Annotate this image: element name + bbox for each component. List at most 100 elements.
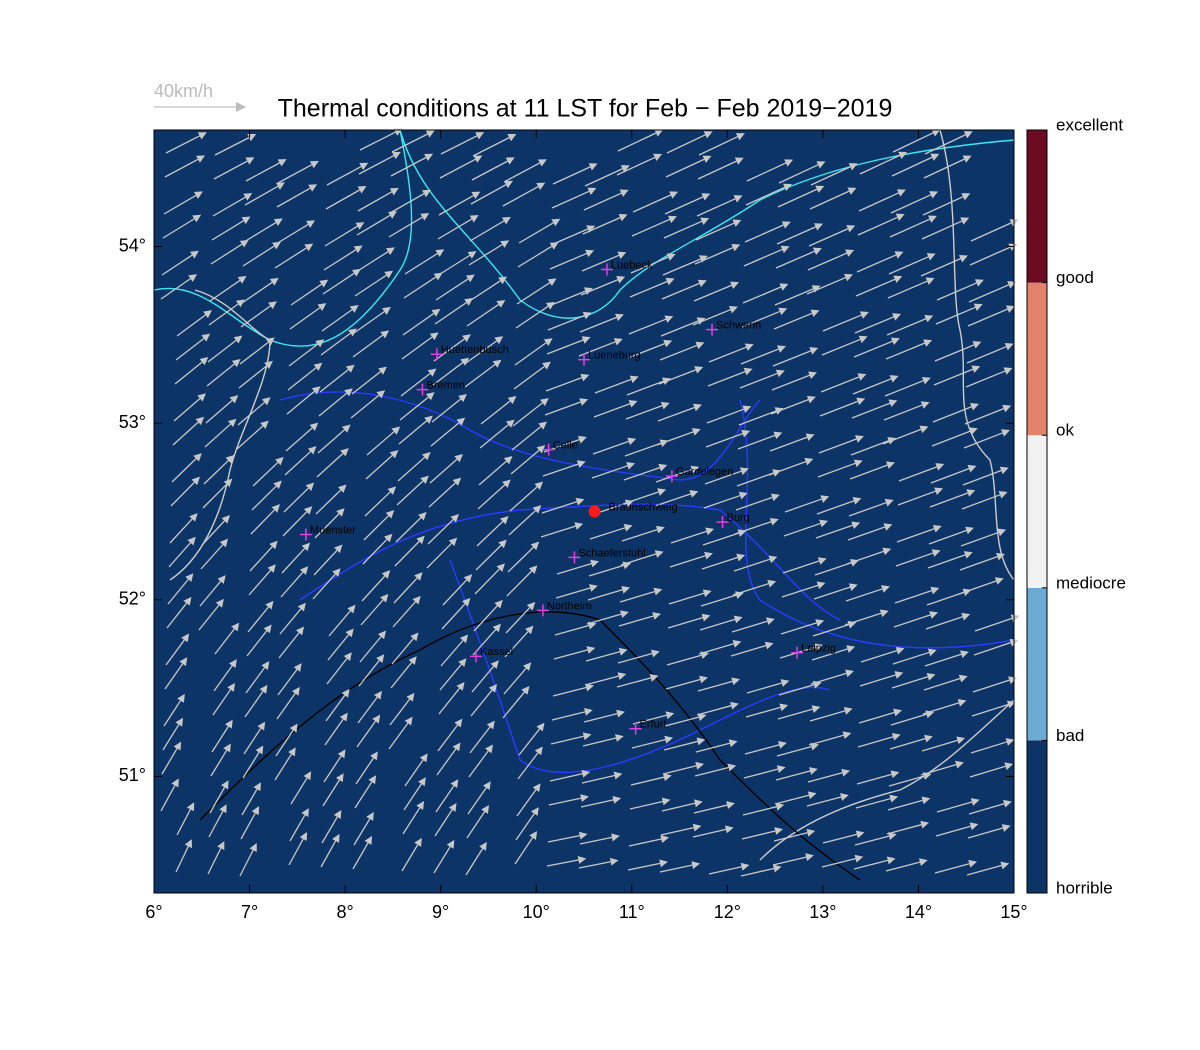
wind-arrow-head xyxy=(264,360,273,369)
wind-arrow xyxy=(355,251,389,273)
wind-arrow-head xyxy=(621,585,631,594)
wind-arrow xyxy=(922,196,964,216)
wind-arrow xyxy=(663,220,703,239)
wind-arrow-head xyxy=(221,515,230,524)
wind-arrow-head xyxy=(811,285,821,293)
wind-arrow xyxy=(619,590,655,603)
wind-arrow xyxy=(806,276,846,295)
wind-arrow xyxy=(811,648,848,661)
wind-arrow-head xyxy=(424,153,434,162)
wind-arrow xyxy=(548,290,586,307)
wind-arrow xyxy=(507,546,534,573)
wind-arrow-head xyxy=(269,277,279,286)
wind-arrow-head xyxy=(815,185,825,193)
wind-arrow xyxy=(660,320,699,337)
wind-arrow xyxy=(176,809,192,836)
wind-arrow-head xyxy=(854,854,864,863)
wind-arrow-head xyxy=(494,599,503,609)
wind-arrow-head xyxy=(695,761,705,770)
wind-arrow-head xyxy=(855,830,865,839)
wind-arrow xyxy=(204,423,231,448)
wind-arrow-head xyxy=(253,782,261,792)
wind-arrow-head xyxy=(241,216,251,225)
wind-arrow-head xyxy=(370,751,378,761)
map-line xyxy=(153,129,413,347)
wind-arrow-head xyxy=(537,159,547,167)
wind-arrow-head xyxy=(660,401,670,410)
wind-arrow-head xyxy=(690,465,700,474)
wind-arrow xyxy=(208,303,239,326)
wind-arrow xyxy=(314,513,340,539)
wind-arrow xyxy=(810,672,847,685)
map-line xyxy=(759,699,1015,861)
wind-arrow-head xyxy=(968,427,978,435)
wind-arrow-head xyxy=(1010,614,1020,623)
wind-arrow-head xyxy=(389,187,399,196)
wind-arrow-head xyxy=(469,214,479,223)
wind-arrow-head xyxy=(1003,799,1012,808)
colorbar-label: mediocre xyxy=(1056,573,1126,592)
wind-arrow xyxy=(692,828,727,838)
wind-arrow-head xyxy=(420,475,429,484)
wind-arrow xyxy=(212,196,246,217)
wind-arrow-head xyxy=(764,641,774,650)
wind-arrow xyxy=(859,154,901,175)
wind-arrow xyxy=(670,530,707,544)
wind-arrow-head xyxy=(177,693,185,703)
wind-arrow-head xyxy=(272,241,281,250)
wind-arrow-head xyxy=(263,624,272,634)
wind-arrow xyxy=(352,842,369,870)
wind-arrow xyxy=(551,190,590,209)
wind-arrow xyxy=(161,748,178,775)
wind-arrow xyxy=(926,591,965,606)
city-marker xyxy=(430,348,443,361)
wind-arrow-head xyxy=(221,780,229,790)
wind-arrow xyxy=(657,406,695,422)
wind-arrow-head xyxy=(501,216,511,225)
wind-arrow xyxy=(160,278,191,300)
wind-arrow-head xyxy=(273,218,283,226)
wind-arrow-head xyxy=(340,448,349,457)
wind-arrow xyxy=(616,677,651,688)
wind-arrow-head xyxy=(697,713,707,721)
wind-arrow xyxy=(315,489,342,515)
wind-arrow-head xyxy=(231,622,240,632)
wind-arrow-head xyxy=(810,309,820,317)
wind-arrow-head xyxy=(732,219,742,227)
wind-arrow xyxy=(429,458,458,484)
wind-arrow xyxy=(251,485,277,511)
wind-arrow-head xyxy=(575,497,585,506)
wind-arrow-head xyxy=(391,426,401,435)
wind-arrow-head xyxy=(734,157,744,165)
city-label: Northeim xyxy=(547,600,592,612)
wind-arrow xyxy=(241,281,273,304)
wind-arrow-head xyxy=(817,557,827,565)
wind-arrow xyxy=(778,684,815,696)
wind-arrow xyxy=(172,421,199,446)
wind-arrow-head xyxy=(652,612,662,620)
wind-arrow-head xyxy=(972,341,982,349)
wind-arrow-head xyxy=(223,743,231,753)
wind-arrow xyxy=(849,464,888,480)
wind-arrow xyxy=(698,136,738,156)
wind-arrow xyxy=(890,194,932,214)
wind-arrow-head xyxy=(617,251,627,260)
wind-arrow-head xyxy=(343,652,352,661)
wind-arrow-head xyxy=(1000,861,1010,870)
wind-arrow xyxy=(708,346,747,363)
wind-arrow xyxy=(965,370,1006,388)
wind-arrow-head xyxy=(693,403,702,412)
wind-arrow xyxy=(403,783,422,811)
wind-arrow-head xyxy=(735,133,745,141)
wind-arrow xyxy=(580,799,614,808)
wind-arrow-head xyxy=(427,368,437,377)
wind-arrow-head xyxy=(345,628,354,638)
wind-arrow xyxy=(812,624,849,637)
wind-arrow-head xyxy=(265,337,275,346)
wind-arrow xyxy=(402,807,421,835)
wind-arrow xyxy=(165,639,185,666)
y-tick-label: 51° xyxy=(119,765,146,785)
wind-arrow-head xyxy=(661,797,671,806)
wind-arrow xyxy=(442,579,468,606)
